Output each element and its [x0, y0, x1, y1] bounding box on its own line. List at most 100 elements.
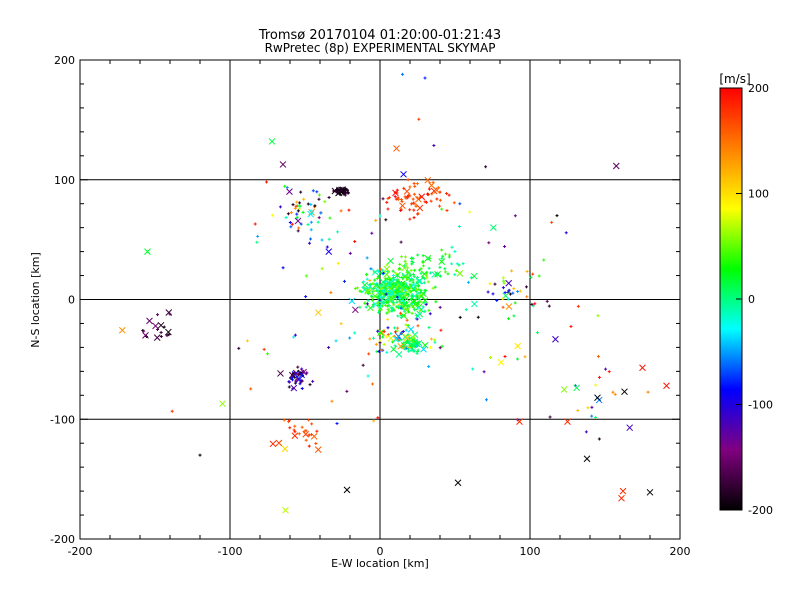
data-point: [418, 193, 426, 201]
data-point: [283, 184, 287, 188]
data-point: [297, 432, 301, 436]
data-point: [402, 333, 409, 341]
data-point: [305, 371, 309, 375]
data-point: [464, 308, 468, 312]
data-point: [403, 302, 407, 306]
data-point: [590, 414, 594, 418]
data-point: [383, 289, 387, 293]
data-point: [371, 290, 375, 294]
data-point: [440, 256, 444, 260]
data-point: [401, 72, 404, 76]
data-point: [308, 383, 312, 387]
data-point: [406, 266, 410, 270]
data-point: [398, 282, 402, 286]
data-point: [408, 273, 412, 277]
data-point: [468, 210, 472, 214]
data-point: [366, 292, 370, 296]
data-point: [299, 190, 303, 194]
data-point: [381, 271, 385, 275]
data-point: [375, 276, 379, 280]
data-point: [488, 282, 492, 286]
data-point: [452, 201, 456, 205]
data-point: [376, 283, 380, 287]
data-point: [271, 213, 275, 217]
data-point: [393, 294, 397, 298]
data-point: [446, 272, 450, 276]
data-point: [378, 298, 382, 302]
data-point: [569, 324, 573, 328]
data-point: [314, 446, 322, 453]
data-point: [458, 202, 462, 206]
data-point: [372, 286, 376, 290]
data-point: [311, 379, 315, 383]
data-point: [165, 309, 173, 316]
data-point: [346, 190, 350, 194]
data-point: [484, 398, 488, 402]
data-point: [486, 290, 490, 294]
data-point: [407, 349, 411, 353]
data-point: [358, 289, 362, 293]
data-point: [401, 264, 408, 272]
x-tick-label: 0: [377, 545, 384, 558]
data-point: [427, 364, 431, 368]
data-point: [406, 286, 410, 290]
data-point: [347, 208, 351, 212]
data-point: [299, 222, 303, 226]
data-point: [429, 337, 433, 341]
data-point: [433, 285, 437, 289]
data-point: [413, 340, 421, 348]
data-point: [405, 270, 409, 274]
data-point: [417, 117, 421, 121]
data-point: [424, 288, 428, 292]
data-point: [380, 284, 384, 288]
data-point: [390, 292, 394, 296]
data-point: [501, 297, 505, 301]
data-point: [371, 268, 379, 276]
data-point: [416, 204, 424, 212]
data-point: [309, 220, 313, 224]
data-point: [385, 311, 389, 315]
data-point: [415, 182, 419, 186]
data-point: [402, 264, 406, 268]
data-point: [586, 406, 590, 410]
data-point: [403, 295, 410, 302]
data-point: [371, 292, 379, 300]
data-point: [384, 218, 388, 222]
data-point: [392, 278, 396, 282]
data-point: [501, 286, 505, 290]
data-point: [304, 295, 308, 299]
data-point: [421, 264, 425, 268]
data-point: [396, 314, 400, 318]
data-point: [545, 299, 549, 303]
data-point: [525, 269, 529, 273]
data-point: [389, 332, 393, 336]
data-point: [378, 308, 382, 312]
data-point: [403, 334, 411, 341]
data-point: [425, 273, 429, 277]
data-point: [365, 277, 369, 281]
data-point: [414, 284, 418, 288]
data-point: [292, 428, 296, 432]
y-axis-label: N-S location [km]: [29, 252, 42, 348]
data-point: [415, 317, 419, 321]
y-tick-label: 200: [54, 54, 75, 67]
data-point: [394, 290, 398, 294]
data-point: [277, 370, 284, 377]
data-point: [391, 298, 395, 302]
data-point: [314, 309, 322, 316]
data-point: [335, 188, 339, 192]
data-point: [219, 400, 226, 408]
data-point: [376, 295, 380, 299]
data-point: [476, 315, 480, 319]
data-point: [453, 273, 457, 277]
data-point: [390, 345, 397, 353]
data-point: [309, 228, 313, 232]
data-point: [548, 415, 552, 419]
data-point: [584, 430, 588, 434]
data-point: [343, 486, 351, 494]
data-point: [165, 334, 169, 338]
data-point: [407, 345, 411, 349]
data-point: [370, 295, 374, 299]
data-point: [386, 297, 390, 301]
